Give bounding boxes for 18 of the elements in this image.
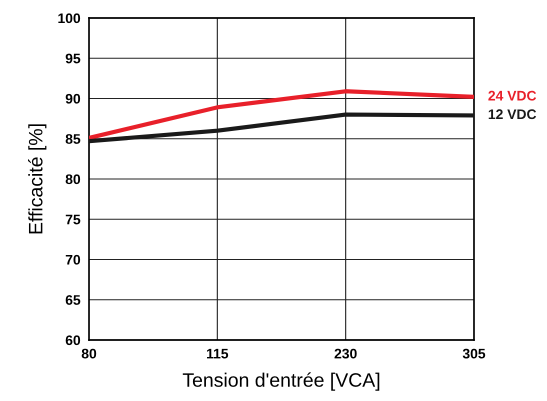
line-series <box>89 89 474 140</box>
series-label: 12 VDC <box>488 109 536 120</box>
y-tick-label: 95 <box>66 54 80 64</box>
x-tick-label: 115 <box>207 348 228 359</box>
series-label: 24 VDC <box>488 90 536 101</box>
y-tick-label: 85 <box>66 134 80 144</box>
y-tick-label: 75 <box>66 214 80 224</box>
y-tick-label: 65 <box>66 295 80 305</box>
y-tick-label: 90 <box>66 94 80 104</box>
y-tick-label: 80 <box>66 174 80 184</box>
y-tick-label: 100 <box>58 13 80 24</box>
x-tick-label: 230 <box>334 348 357 359</box>
y-tick-label: 60 <box>66 335 80 346</box>
y-axis-title: Efficacité [%] <box>28 124 46 234</box>
x-tick-label: 80 <box>82 348 96 359</box>
x-axis-title: Tension d'entrée [VCA] <box>182 372 380 391</box>
x-tick-label: 305 <box>462 348 486 359</box>
y-tick-label: 70 <box>66 254 80 265</box>
